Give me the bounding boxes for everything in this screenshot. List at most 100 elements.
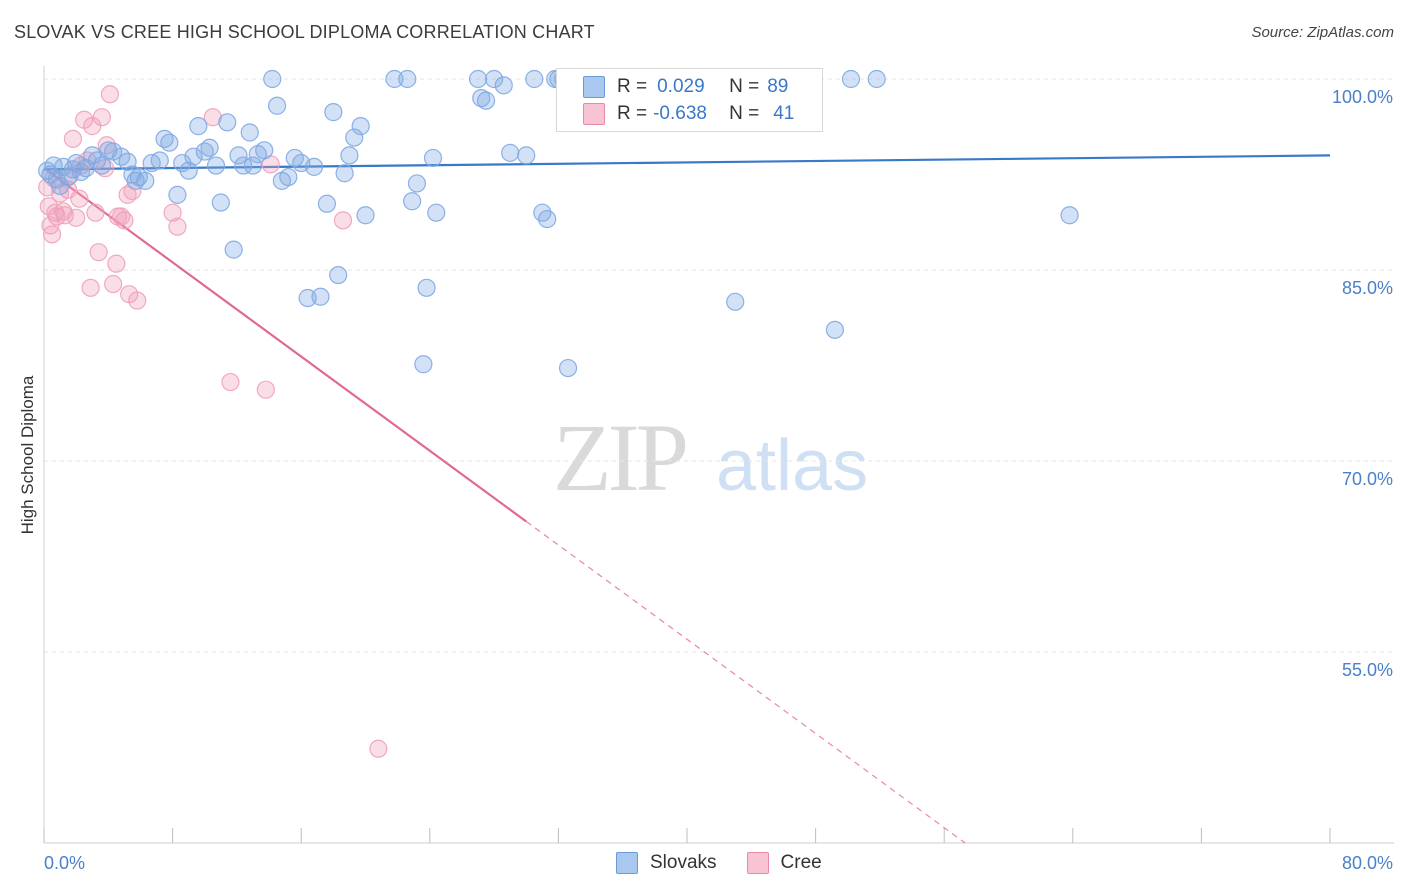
slovaks-point <box>317 194 337 213</box>
cree-point <box>115 211 134 230</box>
slovaks-point <box>423 148 443 168</box>
slovaks-point <box>517 146 536 165</box>
cree-point <box>78 151 97 170</box>
x-tick-labels: 0.0% 80.0% <box>44 853 1393 873</box>
y-tick-label: 70.0% <box>1342 469 1393 489</box>
legend-r-label: R = <box>617 76 648 97</box>
slovaks-point <box>87 151 107 170</box>
slovaks-point <box>351 117 370 136</box>
y-tick-label: 100.0% <box>1332 87 1393 107</box>
cree-point <box>369 739 388 758</box>
y-tick-label: 85.0% <box>1342 278 1393 298</box>
cree-point <box>107 254 126 273</box>
slovaks-point <box>255 141 274 160</box>
slovaks-point <box>67 153 86 173</box>
slovaks-point <box>150 151 169 170</box>
slovaks-point <box>189 117 208 136</box>
legend-swatch-cree <box>583 103 605 125</box>
slovaks-point <box>229 146 248 165</box>
slovaks-point <box>867 69 886 89</box>
legend-n-label: N = <box>729 103 760 124</box>
cree-point <box>86 203 105 222</box>
slovaks-point <box>243 156 263 175</box>
slovaks-point <box>311 287 330 306</box>
x-tick-label-min: 0.0% <box>44 853 85 873</box>
legend-item-slovaks[interactable]: Slovaks <box>616 852 717 874</box>
slovaks-point <box>136 171 155 190</box>
legend-row-slovaks: R = 0.029 N = 89 <box>583 74 788 100</box>
legend-label-slovaks: Slovaks <box>650 852 717 873</box>
slovaks-point <box>472 88 491 108</box>
legend-row-cree: R = -0.638 N = 41 <box>583 101 794 127</box>
y-tick-label: 55.0% <box>1342 660 1393 680</box>
slovaks-point <box>726 292 745 311</box>
cree-point <box>89 243 108 262</box>
slovaks-point <box>298 288 317 308</box>
slovaks-trend-line <box>43 154 1331 171</box>
cree-point <box>163 203 182 222</box>
watermark-atlas: atlas <box>716 426 868 506</box>
slovaks-point <box>398 69 417 89</box>
slovaks-point <box>160 133 179 152</box>
y-tick-labels: 100.0% 85.0% 70.0% 55.0% <box>1332 87 1393 680</box>
slovaks-point <box>538 209 557 229</box>
legend-r-value-slovaks: 0.029 <box>657 76 705 97</box>
cree-point <box>100 85 120 104</box>
slovaks-point <box>224 240 243 259</box>
cree-point <box>81 278 100 297</box>
cree-trend-line <box>43 167 966 844</box>
slovaks-point <box>1060 206 1079 225</box>
slovaks-point <box>263 69 282 89</box>
slovaks-point <box>240 123 259 142</box>
slovaks-point <box>385 69 404 89</box>
slovaks-point <box>356 206 375 225</box>
cree-trend-dashed <box>525 520 966 844</box>
slovaks-point <box>825 320 844 339</box>
slovaks-point <box>403 192 422 211</box>
stats-legend: R = 0.029 N = 89 R = -0.638 N = 41 <box>556 68 823 132</box>
legend-item-cree[interactable]: Cree <box>746 852 822 874</box>
legend-n-value-slovaks: 89 <box>767 76 789 97</box>
slovaks-point <box>218 113 237 132</box>
slovaks-point <box>525 69 544 89</box>
cree-point <box>333 211 353 230</box>
slovaks-point <box>234 156 253 175</box>
cree-point <box>55 206 74 225</box>
slovaks-point <box>407 174 427 193</box>
slovaks-point <box>414 355 433 374</box>
slovaks-point <box>173 153 192 173</box>
legend-swatch-slovaks <box>583 76 605 98</box>
slovaks-point <box>468 69 488 89</box>
slovaks-point <box>324 103 343 122</box>
legend-r-value-cree: -0.638 <box>653 103 707 124</box>
slovaks-point <box>427 203 446 222</box>
legend-swatch-cree <box>746 852 769 874</box>
slovaks-point <box>206 156 226 175</box>
source-note: Source: ZipAtlas.com <box>1251 24 1394 41</box>
slovaks-point <box>329 265 348 285</box>
cree-point <box>104 274 123 294</box>
slovaks-point <box>44 156 63 175</box>
slovaks-point <box>501 143 520 162</box>
legend-n-label: N = <box>729 76 760 97</box>
legend-swatch-slovaks <box>616 852 638 874</box>
cree-point <box>203 108 222 127</box>
cree-points <box>38 85 388 758</box>
series-legend: Slovaks Cree <box>616 852 852 874</box>
watermark-zip: ZIP <box>553 404 686 511</box>
slovaks-point <box>335 164 354 183</box>
cree-point <box>168 217 187 236</box>
slovaks-points <box>38 69 1079 378</box>
cree-point <box>256 380 275 399</box>
slovaks-point <box>267 96 287 115</box>
slovaks-point <box>168 185 187 204</box>
slovaks-point <box>200 138 219 157</box>
cree-point <box>63 129 83 148</box>
slovaks-point <box>476 91 496 110</box>
slovaks-point <box>340 146 359 165</box>
slovaks-point <box>485 69 504 89</box>
slovaks-point <box>558 358 578 378</box>
cree-point <box>70 189 89 208</box>
slovaks-point <box>345 128 364 147</box>
